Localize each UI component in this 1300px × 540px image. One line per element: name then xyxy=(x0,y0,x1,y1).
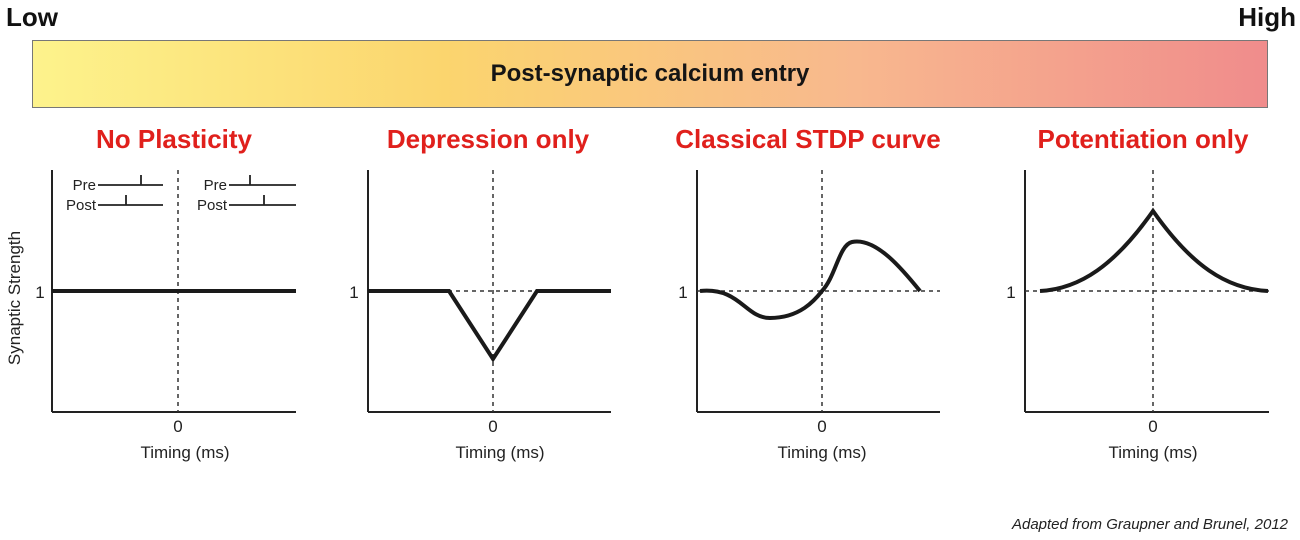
calcium-gradient-bar: Post-synaptic calcium entry xyxy=(32,40,1268,108)
panel-no-plasticity: 1 0 Timing (ms) Pre Post Pre Post xyxy=(35,170,296,462)
post-label: Post xyxy=(197,197,228,214)
post-label: Post xyxy=(66,197,97,214)
scale-low-label: Low xyxy=(6,2,58,32)
scale-high-label: High xyxy=(1238,2,1296,32)
x-axis-label: Timing (ms) xyxy=(455,443,544,462)
x-axis-label: Timing (ms) xyxy=(777,443,866,462)
x-zero-label: 0 xyxy=(1148,417,1157,436)
panel-title-classical-stdp: Classical STDP curve xyxy=(675,124,941,154)
plasticity-curve xyxy=(699,239,922,321)
x-axis-label: Timing (ms) xyxy=(1108,443,1197,462)
baseline-label: 1 xyxy=(35,283,44,302)
baseline-label: 1 xyxy=(678,283,687,302)
panel-title-potentiation-only: Potentiation only xyxy=(1037,124,1249,154)
citation: Adapted from Graupner and Brunel, 2012 xyxy=(1011,516,1288,533)
baseline-label: 1 xyxy=(1006,283,1015,302)
plasticity-curve xyxy=(368,289,611,363)
pre-label: Pre xyxy=(204,177,227,194)
panel-potentiation-only: 1 0 Timing (ms) xyxy=(1006,170,1269,462)
pre-label: Pre xyxy=(73,177,96,194)
calcium-gradient-label: Post-synaptic calcium entry xyxy=(490,60,810,87)
panel-title-depression-only: Depression only xyxy=(386,124,590,154)
x-zero-label: 0 xyxy=(488,417,497,436)
x-zero-label: 0 xyxy=(817,417,826,436)
panel-classical-stdp: 1 0 Timing (ms) xyxy=(678,170,940,462)
spike-timing-legend-left: Pre Post xyxy=(66,175,163,214)
panel-depression-only: 1 0 Timing (ms) xyxy=(349,170,611,462)
x-axis-label: Timing (ms) xyxy=(140,443,229,462)
spike-timing-legend-right: Pre Post xyxy=(197,175,296,214)
y-axis-label: Synaptic Strength xyxy=(5,231,24,365)
x-zero-label: 0 xyxy=(173,417,182,436)
plasticity-curve xyxy=(1039,207,1269,293)
panel-title-no-plasticity: No Plasticity xyxy=(95,124,253,154)
baseline-label: 1 xyxy=(349,283,358,302)
